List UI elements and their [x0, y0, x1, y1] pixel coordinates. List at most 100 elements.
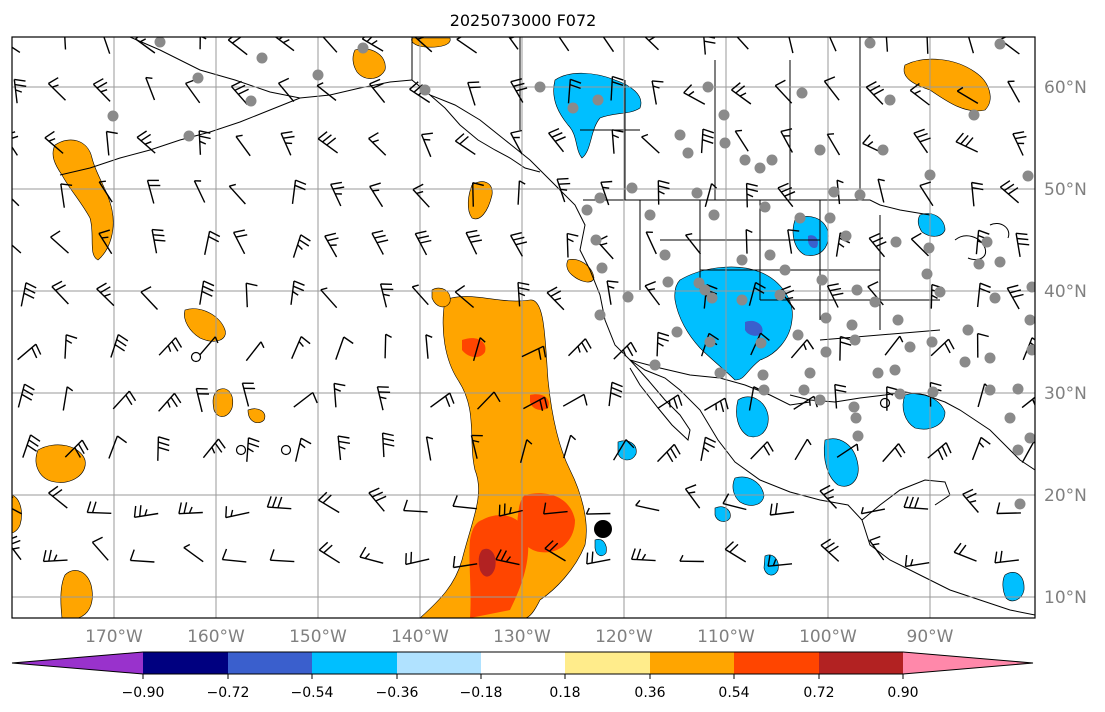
station-dot — [984, 384, 996, 396]
wind-barb — [510, 78, 528, 103]
wind-barb — [834, 383, 847, 409]
wind-barb — [13, 78, 27, 104]
colorbar: −0.90 −0.72 −0.54 −0.36 −0.18 0.18 0.36 … — [11, 651, 1034, 701]
wind-barb — [953, 542, 977, 562]
wind-barb — [12, 496, 22, 515]
wind-barb — [913, 128, 931, 154]
wind-barb — [105, 130, 118, 156]
wind-barb — [221, 548, 247, 563]
wind-barb — [777, 182, 796, 208]
wind-barb — [877, 178, 885, 203]
wind-barb — [510, 129, 523, 155]
baja-california — [629, 359, 691, 441]
orange-patch-west-2 — [35, 444, 86, 483]
wind-barb — [641, 133, 660, 154]
wind-barb — [60, 183, 73, 208]
station-dot — [594, 309, 606, 321]
wind-barb — [613, 341, 638, 360]
wind-barb — [558, 37, 570, 52]
wind-barb — [146, 179, 161, 204]
wind-barb — [465, 229, 483, 255]
station-dot — [981, 236, 993, 248]
station-dot — [984, 352, 996, 364]
station-dot — [706, 292, 718, 304]
station-dot — [766, 154, 778, 166]
wind-barb — [369, 182, 384, 208]
wind-barb — [836, 443, 859, 458]
wind-barb — [403, 499, 428, 513]
wind-barb — [158, 337, 183, 356]
wind-barb — [910, 232, 929, 257]
wind-barb — [91, 536, 109, 561]
station-dot — [1014, 498, 1026, 510]
blue-patch-mexico-1 — [736, 396, 769, 438]
station-dot — [107, 110, 119, 122]
station-dot — [1024, 432, 1035, 444]
wind-barb — [145, 76, 156, 101]
us-mexico-border — [629, 359, 811, 406]
station-dot — [718, 109, 730, 121]
station-dot — [846, 319, 858, 331]
wind-barb — [909, 82, 930, 106]
wind-barb — [996, 502, 1021, 515]
calm-circle-1 — [190, 351, 202, 363]
station-dot — [934, 286, 946, 298]
wind-barb — [517, 281, 530, 307]
station-dot — [662, 276, 674, 288]
colorbar-segments — [12, 652, 1033, 674]
wind-barb — [745, 182, 759, 208]
wind-barb — [769, 502, 795, 516]
latitude-labels: 60°N 50°N 40°N 30°N 20°N 10°N — [1044, 78, 1087, 608]
wind-barb — [245, 341, 265, 362]
map-title: 2025073000 F072 — [450, 11, 597, 30]
wind-barb — [926, 37, 929, 54]
wind-barb — [745, 228, 753, 254]
wind-barb — [606, 280, 619, 305]
red-patch-north — [462, 338, 486, 358]
colorbar-labels: −0.90 −0.72 −0.54 −0.36 −0.18 0.18 0.36 … — [122, 685, 919, 701]
station-dot — [923, 242, 935, 254]
wind-barb — [241, 382, 256, 407]
station-dot — [736, 294, 748, 306]
wind-barb — [700, 436, 717, 462]
wind-barb — [98, 229, 113, 255]
wind-barb — [734, 129, 749, 152]
wind-barb — [566, 232, 579, 258]
wind-barb — [151, 228, 166, 254]
colorbar-segment — [481, 652, 565, 674]
red-core-east — [517, 493, 575, 553]
wind-barb — [135, 37, 156, 54]
station-dot — [357, 42, 369, 54]
wind-barb — [456, 37, 477, 54]
wind-barb — [412, 183, 430, 208]
station-dot — [989, 292, 1001, 304]
purple-core-2 — [808, 235, 818, 249]
orange-patch-nw-coast — [467, 181, 493, 220]
wind-barb — [521, 345, 547, 360]
wind-barb — [425, 436, 434, 461]
colorbar-ticks — [142, 674, 904, 679]
station-dot — [671, 326, 683, 338]
station-dot — [183, 130, 195, 142]
colorbar-label: 0.72 — [803, 685, 834, 701]
station-dot — [702, 81, 714, 93]
station-dot — [820, 312, 832, 324]
wind-barb — [245, 282, 258, 308]
wind-barb — [199, 280, 215, 305]
wind-barb — [884, 335, 904, 356]
station-dot — [739, 154, 751, 166]
station-dot — [816, 274, 828, 286]
wind-barb — [613, 439, 635, 461]
wind-barb — [823, 76, 840, 101]
wind-barb — [317, 131, 339, 154]
wind-barb — [320, 287, 338, 309]
wind-barb — [17, 343, 42, 361]
colorbar-label: −0.36 — [376, 685, 419, 701]
longitude-labels: 170°W 160°W 150°W 140°W 130°W 120°W 110°… — [85, 627, 954, 647]
wind-barb — [316, 82, 337, 101]
station-dot — [596, 262, 608, 274]
wind-barb — [930, 338, 955, 357]
wind-barb — [470, 434, 483, 459]
station-dot — [581, 204, 593, 216]
wind-barb — [970, 181, 984, 207]
